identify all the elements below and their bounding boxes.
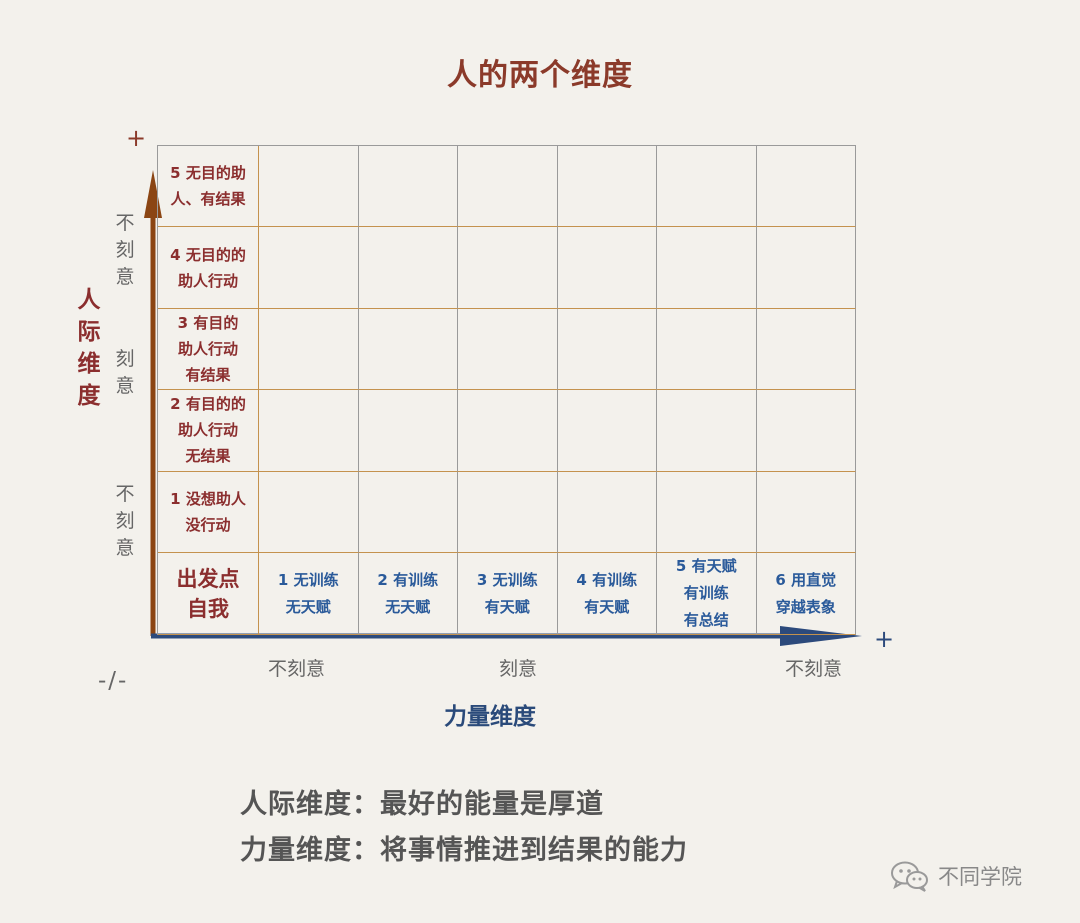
column-header: 2 有训练 无天赋 <box>358 553 458 635</box>
matrix-cell <box>756 390 856 472</box>
matrix-cell <box>756 146 856 228</box>
matrix-cell <box>458 390 558 472</box>
matrix-cell <box>458 471 558 553</box>
matrix-cell <box>657 308 757 391</box>
x-segment-label: 刻意 <box>499 658 538 680</box>
matrix-cell <box>557 308 657 391</box>
matrix-cell <box>259 471 359 553</box>
matrix-cell <box>458 308 558 391</box>
page-title: 人的两个维度 <box>447 58 633 93</box>
wechat-icon <box>891 861 928 892</box>
row-header: 5 无目的助 人、有结果 <box>158 146 259 228</box>
x-axis-plus: + <box>874 625 895 653</box>
origin-neutral-label: -/- <box>98 668 129 694</box>
x-axis-title: 力量维度 <box>444 704 536 730</box>
column-header: 3 无训练 有天赋 <box>458 553 558 635</box>
matrix-cell <box>358 227 458 309</box>
matrix-cell <box>259 146 359 228</box>
matrix-grid: 5 无目的助 人、有结果 4 无目的的 助人行动 3 有目的 助人行动 有结果 … <box>157 145 856 635</box>
y-segment-label: 刻 意 <box>115 348 135 397</box>
row-header: 4 无目的的 助人行动 <box>158 227 259 309</box>
y-axis-plus: + <box>126 124 147 152</box>
matrix-cell <box>259 227 359 309</box>
matrix-cell <box>657 146 757 228</box>
matrix-cell <box>557 390 657 472</box>
matrix-cell <box>557 146 657 228</box>
matrix-cell <box>557 471 657 553</box>
matrix-cell <box>657 227 757 309</box>
definition-line: 力量维度：将事情推进到结果的能力 <box>240 835 688 866</box>
brand-name: 不同学院 <box>938 865 1022 889</box>
column-header: 4 有训练 有天赋 <box>557 553 657 635</box>
matrix-cell <box>657 390 757 472</box>
x-segment-label: 不刻意 <box>785 658 843 680</box>
row-header: 2 有目的的 助人行动 无结果 <box>158 390 259 472</box>
matrix-cell <box>358 390 458 472</box>
matrix-cell <box>259 390 359 472</box>
matrix-cell <box>458 146 558 228</box>
definition-line: 人际维度：最好的能量是厚道 <box>240 789 604 820</box>
x-segment-label: 不刻意 <box>268 658 326 680</box>
matrix-cell <box>756 471 856 553</box>
matrix-cell <box>358 308 458 391</box>
matrix-cell <box>358 146 458 228</box>
y-segment-label: 不 刻 意 <box>115 212 135 288</box>
matrix-cell <box>756 227 856 309</box>
column-header: 6 用直觉 穿越表象 <box>756 553 856 635</box>
row-header: 3 有目的 助人行动 有结果 <box>158 308 259 391</box>
matrix-cell <box>458 227 558 309</box>
y-axis-title: 人 际 维 度 <box>77 287 101 409</box>
brand-watermark: 不同学院 <box>890 860 1022 892</box>
y-segment-label: 不 刻 意 <box>115 483 135 559</box>
matrix-cell <box>756 308 856 391</box>
column-header: 5 有天赋 有训练 有总结 <box>657 553 757 635</box>
matrix-cell <box>358 471 458 553</box>
origin-cell: 出发点 自我 <box>158 553 259 635</box>
matrix-cell <box>259 308 359 391</box>
matrix-cell <box>557 227 657 309</box>
matrix-cell <box>657 471 757 553</box>
column-header: 1 无训练 无天赋 <box>259 553 359 635</box>
x-axis-arrowhead <box>780 626 862 646</box>
row-header: 1 没想助人 没行动 <box>158 471 259 553</box>
